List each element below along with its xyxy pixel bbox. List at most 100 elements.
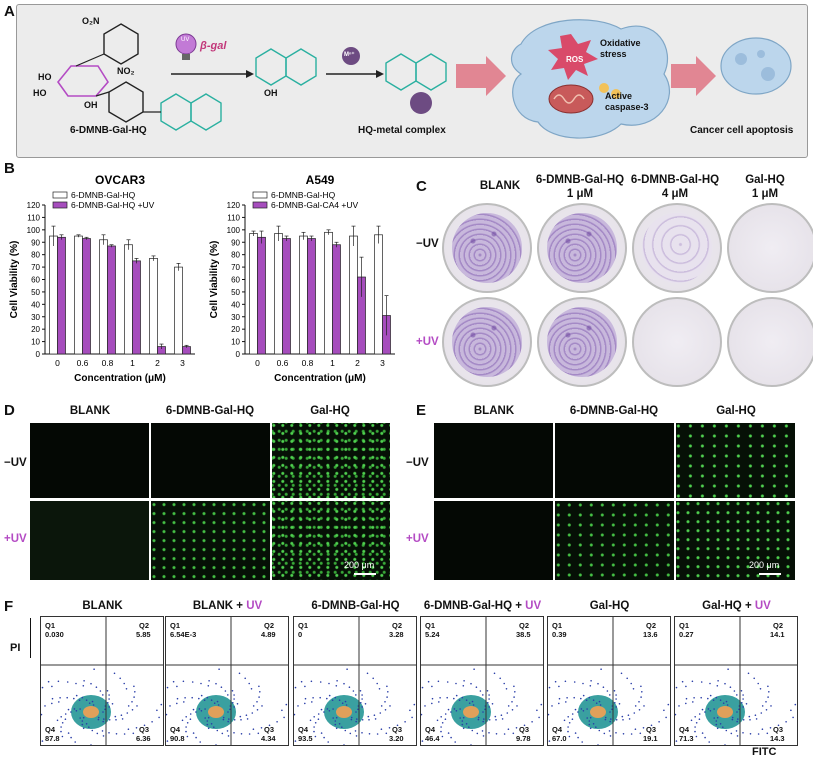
flow-event — [361, 698, 363, 700]
quadrant-value-q4: 87.8 — [45, 734, 60, 743]
flow-event — [581, 741, 583, 743]
d-image-dmnb-minus-uv — [151, 423, 270, 498]
flow-event — [166, 713, 168, 716]
flow-event — [61, 735, 64, 738]
flow-event — [314, 735, 317, 738]
dish-dmnb4-minus-uv — [632, 203, 722, 293]
flow-event — [323, 736, 325, 739]
flow-event — [413, 703, 416, 706]
flow-population-core — [590, 706, 606, 718]
flow-event — [548, 686, 551, 689]
flow-event — [240, 719, 242, 721]
flow-event — [691, 680, 694, 683]
flow-event — [215, 744, 217, 745]
f-y-axis-arrow — [30, 618, 31, 658]
c-header-4b: 1 μM — [751, 188, 779, 200]
flow-event — [440, 716, 442, 718]
flow-event — [328, 694, 331, 697]
flow-event — [692, 701, 694, 703]
x-tick-label: 0.6 — [277, 358, 289, 368]
flow-event — [479, 690, 482, 692]
flow-event — [494, 715, 497, 718]
flow-population-core — [208, 706, 224, 718]
flow-event — [483, 718, 485, 720]
flow-event — [609, 711, 611, 713]
quadrant-name-q2: Q2 — [773, 621, 784, 630]
flow-event — [389, 705, 391, 707]
flow-event — [767, 696, 769, 698]
flow-event — [158, 716, 160, 719]
quadrant-name-q2: Q2 — [139, 621, 150, 630]
flow-event — [465, 699, 468, 701]
flow-event — [719, 723, 722, 725]
flow-event — [716, 716, 719, 719]
flow-event — [704, 711, 706, 713]
flow-event — [102, 735, 105, 737]
flow-event — [707, 708, 710, 710]
flow-event — [586, 708, 588, 710]
flow-event — [233, 698, 235, 700]
flow-event — [450, 736, 452, 739]
flow-event — [404, 721, 406, 723]
flow-event — [681, 680, 684, 683]
flow-event — [222, 718, 225, 721]
quadrant-value-q3: 9.78 — [516, 734, 531, 743]
flow-event — [573, 681, 576, 683]
quadrant-name-q4: Q4 — [679, 725, 690, 734]
y-tick-label: 60 — [231, 276, 240, 285]
e-row-plus-uv: +UV — [406, 533, 429, 545]
flow-event — [471, 729, 474, 732]
flow-event — [590, 680, 592, 682]
flow-event — [609, 720, 611, 723]
flow-event — [468, 702, 471, 704]
flow-event — [409, 709, 411, 712]
flow-event — [88, 702, 91, 704]
flow-event — [186, 722, 189, 724]
flow-event — [350, 716, 353, 719]
flow-event — [567, 726, 569, 728]
flow-event — [695, 735, 698, 738]
flow-event — [730, 732, 733, 735]
flow-event — [320, 708, 323, 711]
flow-event — [747, 672, 750, 675]
flow-event — [742, 706, 744, 708]
flow-event — [320, 732, 323, 734]
apoptotic-cell-icon — [720, 37, 792, 95]
flow-event — [431, 702, 433, 705]
flow-event — [376, 733, 379, 735]
quadrant-name-q3: Q3 — [139, 725, 150, 734]
panel-letter-d: D — [4, 402, 15, 419]
flow-event — [482, 720, 484, 723]
flow-event — [341, 702, 344, 704]
flow-event — [334, 720, 337, 722]
flow-title: Gal-HQ — [547, 600, 672, 612]
flow-event — [276, 721, 278, 723]
chart-title: A549 — [306, 173, 335, 187]
x-tick-label: 0.8 — [102, 358, 114, 368]
flow-event — [327, 741, 329, 743]
flow-event — [708, 741, 710, 743]
flow-event — [102, 694, 104, 696]
y-tick-label: 70 — [31, 263, 40, 272]
flow-event — [328, 682, 330, 685]
flow-title-text: BLANK — [82, 600, 123, 612]
y-tick-label: 30 — [231, 313, 240, 322]
flow-event — [233, 719, 236, 721]
flow-event — [238, 672, 241, 675]
d-image-blank-minus-uv — [30, 423, 149, 498]
flow-event — [698, 718, 701, 720]
flow-event — [595, 726, 597, 728]
flow-event — [252, 728, 255, 730]
flow-event — [627, 714, 630, 716]
flow-event — [694, 730, 696, 733]
flow-event — [745, 703, 748, 705]
flow-event — [701, 708, 704, 711]
flow-event — [513, 685, 515, 688]
flow-event — [366, 672, 369, 675]
flow-event — [106, 690, 109, 692]
flow-event — [716, 727, 719, 730]
flow-event — [588, 696, 591, 699]
flow-event — [580, 697, 582, 700]
flow-event — [131, 709, 134, 711]
flow-event — [332, 708, 334, 710]
